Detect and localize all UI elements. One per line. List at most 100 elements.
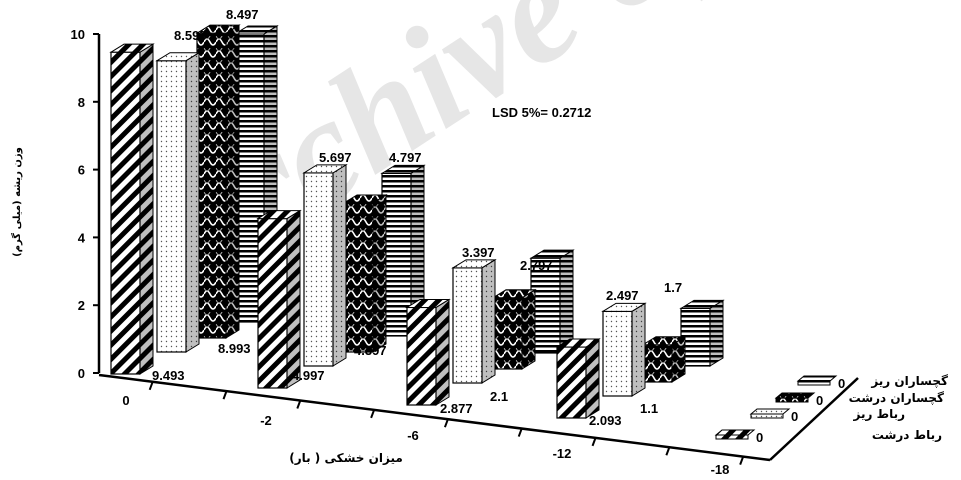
bar-front — [492, 297, 523, 370]
bar-front — [343, 202, 374, 353]
legend-swatch-front — [775, 397, 809, 403]
bar-top — [491, 289, 537, 299]
value-label: 2.093 — [589, 413, 622, 428]
depth-axis-line — [769, 377, 859, 461]
bar — [380, 164, 426, 337]
value-label: 2.497 — [606, 288, 639, 303]
bar — [155, 51, 201, 353]
bar-side-shade — [411, 165, 424, 336]
bar-side-shade — [586, 339, 599, 418]
legend-value: 0 — [838, 376, 845, 391]
bar-front — [452, 267, 483, 384]
value-label: 8.993 — [218, 341, 251, 356]
bar-top — [256, 210, 302, 220]
y-tick-label: 6 — [78, 163, 85, 178]
bar-side-shade — [482, 259, 495, 383]
bar-side-shade — [226, 25, 239, 339]
bar — [195, 24, 241, 339]
value-label: 2.1 — [490, 389, 508, 404]
value-label: 1.1 — [640, 401, 658, 416]
bars — [109, 24, 725, 419]
legend-label: گچساران ریز — [870, 374, 948, 388]
bar-side-shade — [522, 289, 535, 369]
legend-swatch — [796, 375, 838, 382]
legend-swatch-front — [715, 434, 749, 440]
bar — [679, 299, 725, 367]
x-tick — [296, 400, 302, 409]
x-tick — [591, 437, 597, 447]
value-label: 5.697 — [319, 150, 352, 165]
bar-side-shade — [672, 336, 685, 382]
bar-front — [303, 172, 334, 367]
y-tick-label: 10 — [71, 27, 85, 42]
bar-front — [602, 310, 633, 397]
bar-front — [381, 172, 412, 337]
bar-side-shade — [333, 164, 346, 366]
x-tick — [443, 418, 449, 428]
bar-front — [680, 307, 711, 367]
value-label: 2.797 — [520, 258, 553, 273]
y-tick-label: 8 — [78, 95, 85, 110]
bar — [529, 249, 575, 354]
x-tick — [148, 381, 154, 391]
legend-item: 0 رباط درشت — [714, 428, 942, 445]
y-tick-label: 2 — [78, 298, 85, 313]
bar-top — [405, 298, 451, 308]
bar-front — [196, 32, 227, 339]
value-label: 1.7 — [664, 280, 682, 295]
x-minor-tick — [370, 409, 376, 419]
bar-top — [380, 164, 426, 174]
y-tick-label: 4 — [78, 230, 86, 245]
x-axis-line — [98, 373, 771, 462]
bar-top — [302, 164, 348, 174]
x-tick-label: 0 — [122, 393, 129, 408]
y-tick-label: 0 — [78, 366, 85, 381]
bar-front — [530, 257, 561, 354]
x-minor-tick — [517, 428, 523, 437]
x-tick — [739, 456, 745, 465]
x-minor-tick — [222, 390, 228, 400]
x-minor-tick — [665, 446, 671, 456]
value-label: 8.593 — [174, 28, 207, 43]
bar — [641, 335, 687, 383]
bar-top — [601, 302, 647, 312]
bar — [342, 194, 388, 353]
bar-top — [641, 336, 687, 346]
x-tick-label: -18 — [711, 462, 730, 477]
bar-side-shade — [710, 300, 723, 366]
lsd-annotation: LSD 5%= 0.2712 — [492, 105, 591, 120]
y-axis-title: وزن ریشه (میلی گرم) — [10, 147, 23, 257]
x-axis-title: میزان خشکی ( بار) — [289, 451, 403, 465]
legend-swatch — [714, 429, 756, 436]
bar-side-shade — [632, 303, 645, 396]
bar-top — [451, 259, 497, 269]
bar-front — [406, 306, 437, 406]
value-label: 9.493 — [152, 368, 185, 383]
legend-swatch-front — [750, 413, 784, 419]
legend-item: 0 گچساران درشت — [774, 391, 944, 408]
x-tick-label: -2 — [260, 413, 272, 428]
legend-swatch — [774, 392, 816, 399]
legend: 0 گچساران ریز 0 گچساران درشت 0 رباط ریز 0 رباط … — [714, 374, 948, 445]
x-tick-label: -12 — [553, 446, 572, 461]
bar — [491, 288, 537, 370]
value-label: 3.397 — [462, 245, 495, 260]
bar-top — [195, 24, 241, 34]
bar-top — [555, 338, 601, 348]
bar — [451, 258, 497, 384]
bar-top — [679, 299, 725, 309]
legend-value: 0 — [791, 409, 798, 424]
legend-swatch-front — [797, 380, 831, 386]
bar-top — [529, 249, 575, 259]
bar-front — [642, 344, 673, 383]
bar-top — [233, 25, 279, 35]
x-tick-label: -6 — [407, 428, 419, 443]
value-label: 2.877 — [440, 401, 473, 416]
bar-side-shade — [373, 194, 386, 352]
bar-front — [257, 218, 288, 389]
bar-front — [556, 346, 587, 419]
bar-side-shade — [560, 250, 573, 353]
legend-label: رباط ریز — [853, 407, 906, 421]
bar-side-shade — [287, 210, 300, 388]
